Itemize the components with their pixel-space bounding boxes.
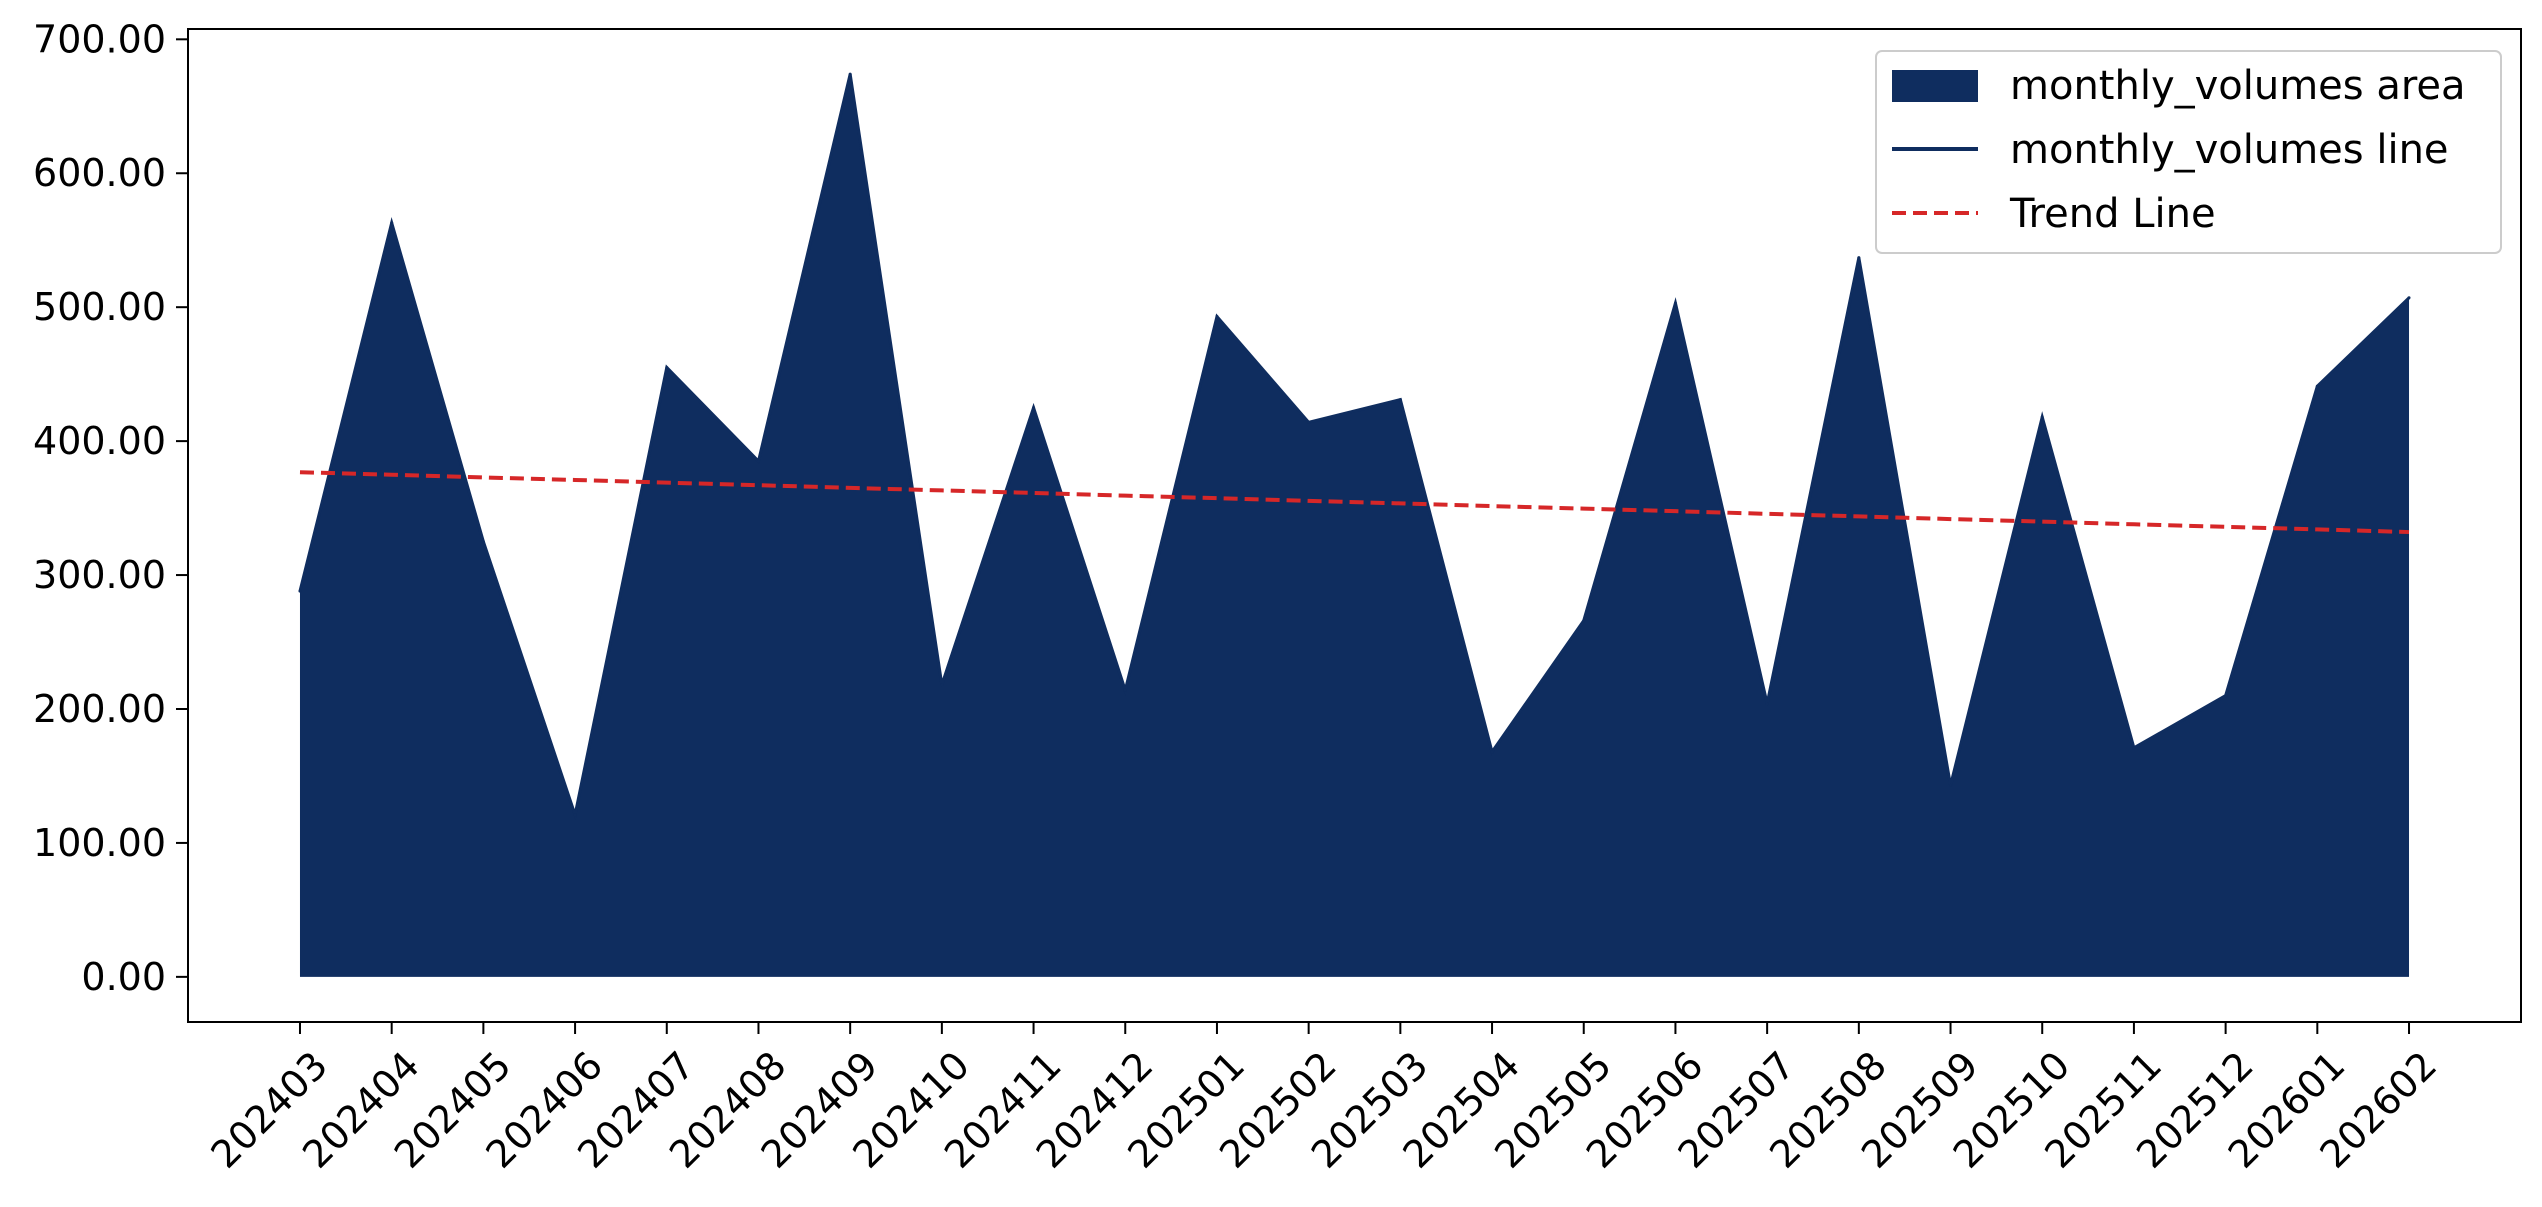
y-tick-label: 400.00	[33, 419, 166, 463]
plot-frame	[187, 28, 2522, 1023]
data-point-202410	[940, 683, 944, 687]
data-point-202512	[2224, 694, 2228, 698]
y-tick-label: 600.00	[33, 151, 166, 195]
plot-content	[298, 72, 2411, 977]
data-point-202502	[1307, 420, 1311, 424]
data-point-202503	[1398, 398, 1402, 402]
data-point-202505	[1582, 619, 1586, 623]
y-tick-label: 700.00	[33, 17, 166, 61]
legend-frame	[1875, 50, 2502, 254]
data-point-202409	[848, 72, 852, 76]
data-point-202411	[1032, 406, 1036, 410]
data-point-202507	[1765, 702, 1769, 706]
data-point-202406	[573, 813, 577, 817]
data-point-202509	[1949, 783, 1953, 787]
data-point-202511	[2132, 746, 2136, 750]
data-point-202504	[1490, 750, 1494, 754]
legend-label-trend: Trend Line	[2009, 191, 2216, 237]
data-point-202510	[2040, 415, 2044, 419]
data-point-202403	[298, 589, 302, 593]
data-point-202404	[390, 221, 394, 225]
data-point-202501	[1215, 315, 1219, 319]
legend-label-area: monthly_volumes area	[2010, 63, 2466, 109]
data-point-202601	[2315, 384, 2319, 388]
legend: monthly_volumes area monthly_volumes lin…	[1875, 50, 2502, 254]
y-tick-label: 100.00	[33, 821, 166, 865]
trend-line	[299, 470, 2410, 535]
data-point-202508	[1857, 256, 1861, 260]
y-axis: 0.00 100.00 200.00 300.00 400.00 500.00 600.00…	[33, 17, 188, 999]
y-tick-label: 0.00	[81, 955, 166, 999]
data-point-202412	[1123, 688, 1127, 692]
data-point-202408	[756, 459, 760, 463]
data-point-202405	[481, 540, 485, 544]
y-tick-label: 200.00	[33, 687, 166, 731]
data-point-202602	[2407, 296, 2411, 300]
x-axis: 2024032024042024052024062024072024082024…	[202, 1022, 2445, 1177]
data-point-202407	[665, 365, 669, 369]
series-line	[298, 73, 2411, 821]
y-tick-label: 300.00	[33, 553, 166, 597]
data-point-202506	[1673, 301, 1677, 305]
y-tick-label: 500.00	[33, 285, 166, 329]
legend-area-swatch	[1892, 70, 1978, 102]
legend-label-line: monthly_volumes line	[2010, 127, 2449, 173]
area-fill	[299, 74, 2410, 977]
